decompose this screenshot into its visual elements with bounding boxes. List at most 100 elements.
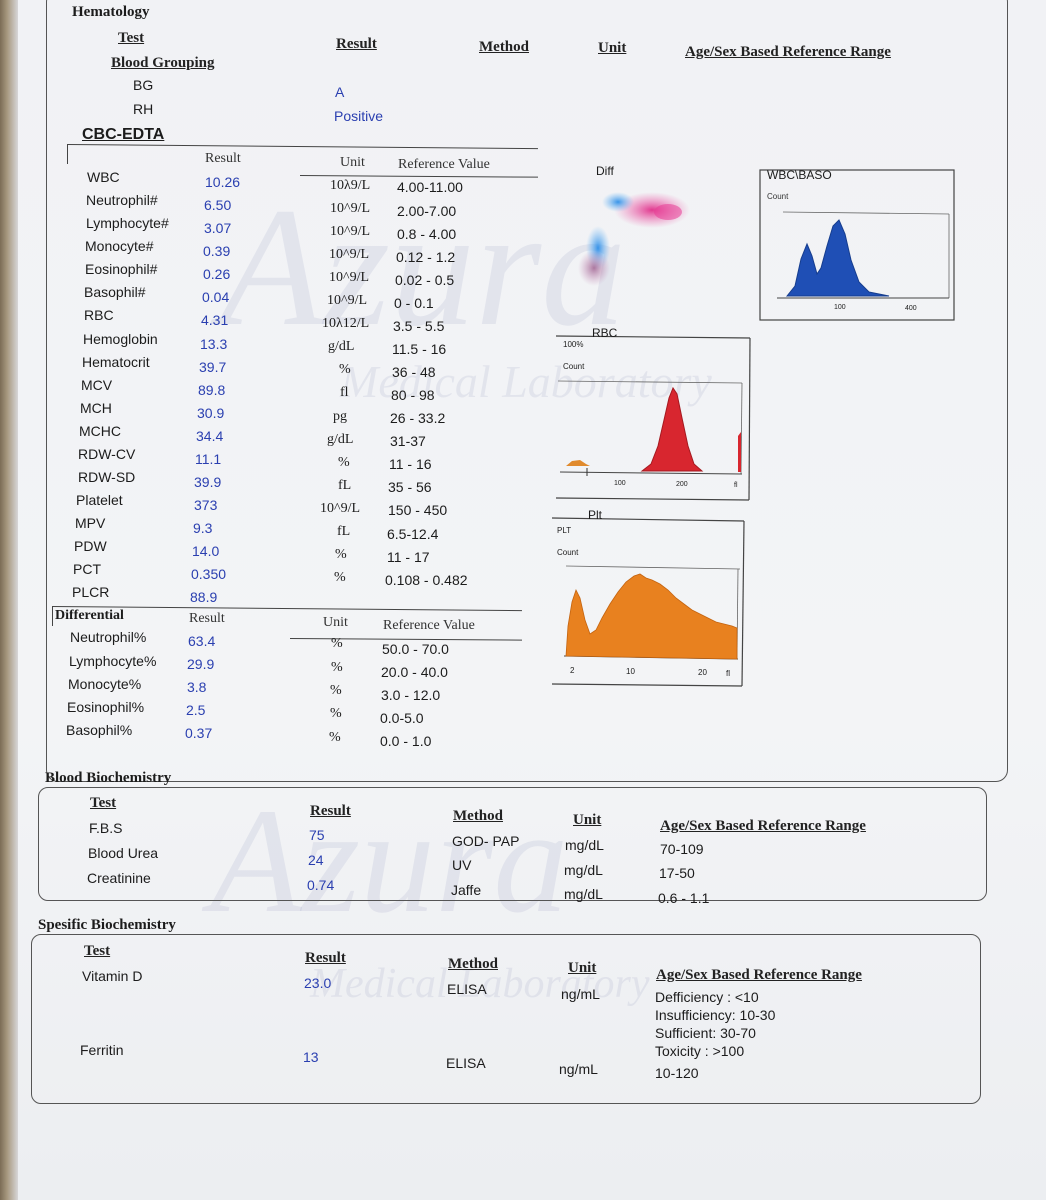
- row-name: Lymphocyte%: [69, 653, 157, 669]
- bb-header-unit: Unit: [573, 812, 602, 828]
- row-ref: 0.8 - 4.00: [397, 226, 457, 242]
- row-result: 14.0: [192, 543, 220, 559]
- row-unit: 10λ12/L: [322, 316, 370, 331]
- rbc-histogram: [640, 386, 704, 472]
- row-ref: 35 - 56: [388, 479, 432, 495]
- diff-scatter-plot: [578, 192, 690, 286]
- diff-graph-title: Diff: [596, 164, 614, 178]
- row-ref: 11 - 17: [387, 549, 430, 565]
- row-name: Hemoglobin: [83, 331, 158, 347]
- wbc-baso-plot: [759, 169, 955, 321]
- row-result: 0.74: [307, 877, 335, 893]
- plt-graph: Plt PLT Count 2 10 20 fl: [552, 506, 747, 691]
- rbc-y-top: 100%: [563, 340, 584, 349]
- row-ref: 0.12 - 1.2: [396, 249, 456, 265]
- rbc-count-label: Count: [563, 362, 585, 371]
- rbc-title: RBC: [592, 326, 618, 340]
- row-result: 3.8: [187, 679, 207, 695]
- row-unit: 10λ9/L: [330, 178, 371, 193]
- row-ref: 20.0 - 40.0: [381, 664, 448, 680]
- diff-graph: Diff: [560, 160, 720, 310]
- hematology-frame: [46, 0, 1008, 782]
- row-result: 63.4: [188, 633, 216, 649]
- row-result: 3.07: [204, 220, 232, 236]
- row-unit: %: [335, 547, 347, 562]
- row-ref: 36 - 48: [392, 364, 436, 380]
- row-name: Hematocrit: [82, 354, 150, 370]
- background-edge: [0, 0, 18, 1200]
- bb-header-range: Age/Sex Based Reference Range: [660, 818, 866, 834]
- row-result: 89.8: [198, 382, 226, 398]
- row-unit: %: [329, 730, 341, 745]
- plt-y-top: PLT: [557, 526, 572, 535]
- header-method: Method: [479, 39, 529, 55]
- row-name: Neutrophil#: [86, 192, 158, 208]
- watermark-brand: Azura: [220, 173, 627, 361]
- specific-biochemistry-title: Spesific Biochemistry: [38, 917, 176, 933]
- row-unit: 10^9/L: [320, 501, 361, 516]
- differential-col-ref: Reference Value: [383, 618, 475, 633]
- row-range: 10-120: [655, 1065, 699, 1081]
- row-name: WBC: [87, 169, 120, 185]
- vitamin-d-range: Insufficiency: 10-30: [655, 1007, 776, 1023]
- header-range: Age/Sex Based Reference Range: [685, 44, 891, 60]
- specific-biochemistry-frame: [31, 934, 981, 1104]
- row-unit: %: [339, 362, 351, 377]
- row-ref: 31-37: [390, 433, 426, 449]
- row-unit: 10^9/L: [329, 247, 370, 262]
- plt-tick: 2: [570, 666, 575, 675]
- row-unit: mg/dL: [564, 886, 603, 902]
- row-name: Basophil%: [66, 722, 133, 738]
- vitamin-d-range: Defficiency : <10: [655, 989, 759, 1005]
- row-unit: ng/mL: [561, 986, 600, 1002]
- vitamin-d-range: Toxicity : >100: [655, 1043, 745, 1059]
- row-unit: %: [338, 455, 350, 470]
- row-result: 88.9: [190, 589, 218, 605]
- row-range: 0.6 - 1.1: [658, 890, 710, 906]
- row-ref: 3.5 - 5.5: [393, 318, 445, 334]
- row-name: MPV: [75, 515, 106, 531]
- row-result: 29.9: [187, 656, 215, 672]
- row-result: 4.31: [201, 312, 229, 328]
- header-result: Result: [336, 36, 377, 52]
- blood-grouping-title: Blood Grouping: [111, 55, 215, 71]
- blood-biochemistry-frame: [38, 787, 987, 901]
- bb-header-test: Test: [90, 795, 117, 811]
- row-ref: 0.0-5.0: [380, 710, 424, 726]
- row-unit: 10^9/L: [329, 270, 370, 285]
- row-unit: g/dL: [328, 339, 355, 354]
- differential-title: Differential: [55, 608, 124, 623]
- row-unit: fL: [338, 478, 352, 493]
- row-ref: 6.5-12.4: [387, 526, 439, 542]
- wbc-baso-histogram: [785, 219, 890, 297]
- row-ref: 11 - 16: [389, 456, 432, 472]
- sb-header-test: Test: [84, 943, 111, 959]
- row-ref: 0.02 - 0.5: [395, 272, 455, 288]
- row-ref: 0.0 - 1.0: [380, 733, 432, 749]
- cbc-left-rule: [67, 144, 68, 164]
- row-unit: %: [334, 570, 346, 585]
- rbc-tick: 200: [676, 481, 688, 488]
- row-result: 9.3: [193, 520, 213, 536]
- bg-label: BG: [133, 77, 154, 93]
- row-name: PLCR: [72, 584, 110, 600]
- row-result: 0.37: [185, 725, 213, 741]
- hematology-title: Hematology: [72, 4, 150, 20]
- row-name: Monocyte%: [68, 676, 142, 692]
- row-name: PDW: [74, 538, 107, 554]
- row-ref: 80 - 98: [391, 387, 435, 403]
- watermark-subtitle: Medical Laboratory: [340, 356, 712, 407]
- row-unit: pg: [333, 409, 347, 424]
- row-name: Basophil#: [84, 284, 146, 300]
- row-name: Eosinophil#: [85, 261, 158, 277]
- cbc-col-unit: Unit: [340, 155, 365, 170]
- row-name: MCHC: [79, 423, 121, 439]
- row-unit: %: [331, 660, 343, 675]
- row-ref: 2.00-7.00: [397, 203, 457, 219]
- plt-title: Plt: [588, 508, 603, 522]
- row-unit: mg/dL: [565, 837, 604, 853]
- row-name: Vitamin D: [82, 968, 143, 984]
- row-name: Creatinine: [87, 870, 151, 886]
- row-result: 39.7: [199, 359, 227, 375]
- row-result: 13.3: [200, 336, 228, 352]
